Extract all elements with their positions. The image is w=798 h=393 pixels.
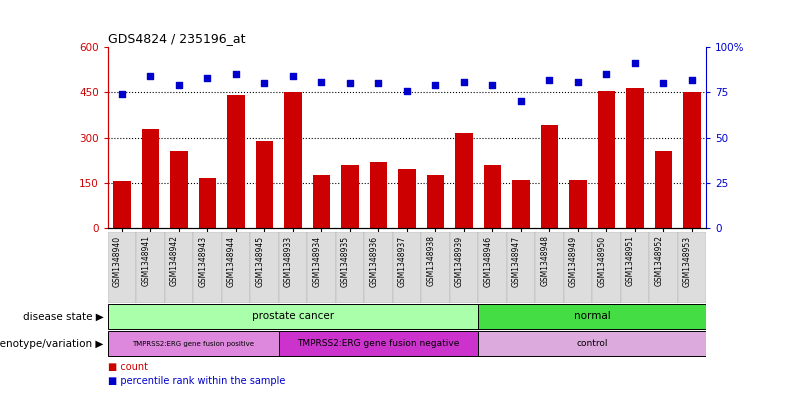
- Bar: [541, 125, 558, 228]
- Point: [457, 78, 470, 84]
- FancyBboxPatch shape: [279, 232, 307, 303]
- FancyBboxPatch shape: [678, 232, 706, 303]
- Bar: [171, 151, 188, 228]
- Text: TMPRSS2:ERG gene fusion negative: TMPRSS2:ERG gene fusion negative: [298, 340, 460, 348]
- FancyBboxPatch shape: [621, 232, 650, 303]
- FancyBboxPatch shape: [421, 232, 450, 303]
- Bar: [370, 162, 387, 228]
- Point: [172, 82, 185, 88]
- FancyBboxPatch shape: [193, 232, 222, 303]
- Point: [657, 80, 670, 86]
- FancyBboxPatch shape: [535, 232, 563, 303]
- FancyBboxPatch shape: [478, 304, 706, 329]
- Point: [486, 82, 499, 88]
- Text: GSM1348944: GSM1348944: [227, 235, 236, 286]
- Bar: [655, 151, 672, 228]
- Point: [372, 80, 385, 86]
- Bar: [484, 165, 501, 228]
- Text: GSM1348950: GSM1348950: [598, 235, 606, 286]
- Point: [144, 73, 157, 79]
- Text: GSM1348938: GSM1348938: [426, 235, 436, 286]
- Text: GSM1348945: GSM1348945: [255, 235, 264, 286]
- Point: [344, 80, 357, 86]
- Text: GSM1348939: GSM1348939: [455, 235, 464, 286]
- Bar: [313, 175, 330, 228]
- Text: GSM1348953: GSM1348953: [683, 235, 692, 286]
- Text: prostate cancer: prostate cancer: [252, 311, 334, 321]
- Text: GSM1348940: GSM1348940: [113, 235, 122, 286]
- Text: GSM1348933: GSM1348933: [284, 235, 293, 286]
- Point: [230, 71, 243, 77]
- FancyBboxPatch shape: [592, 232, 621, 303]
- FancyBboxPatch shape: [251, 232, 279, 303]
- FancyBboxPatch shape: [336, 232, 364, 303]
- FancyBboxPatch shape: [478, 232, 507, 303]
- Text: GSM1348946: GSM1348946: [484, 235, 492, 286]
- Bar: [113, 181, 131, 228]
- Bar: [683, 92, 701, 228]
- Bar: [227, 95, 244, 228]
- Bar: [398, 169, 416, 228]
- Point: [258, 80, 271, 86]
- Bar: [342, 165, 358, 228]
- FancyBboxPatch shape: [136, 232, 164, 303]
- Point: [286, 73, 299, 79]
- FancyBboxPatch shape: [450, 232, 478, 303]
- Bar: [256, 141, 273, 228]
- Bar: [284, 92, 302, 228]
- Text: GSM1348952: GSM1348952: [654, 235, 663, 286]
- FancyBboxPatch shape: [307, 232, 336, 303]
- Text: GSM1348936: GSM1348936: [369, 235, 378, 286]
- Point: [401, 87, 413, 94]
- FancyBboxPatch shape: [108, 304, 478, 329]
- Bar: [512, 180, 530, 228]
- FancyBboxPatch shape: [507, 232, 535, 303]
- Point: [315, 78, 328, 84]
- Bar: [570, 180, 587, 228]
- FancyBboxPatch shape: [364, 232, 393, 303]
- Point: [429, 82, 442, 88]
- Text: genotype/variation ▶: genotype/variation ▶: [0, 339, 104, 349]
- FancyBboxPatch shape: [108, 232, 136, 303]
- FancyBboxPatch shape: [393, 232, 421, 303]
- FancyBboxPatch shape: [478, 331, 706, 356]
- FancyBboxPatch shape: [164, 232, 193, 303]
- Text: GSM1348942: GSM1348942: [170, 235, 179, 286]
- Text: GSM1348947: GSM1348947: [512, 235, 521, 286]
- Point: [201, 75, 214, 81]
- Text: TMPRSS2:ERG gene fusion positive: TMPRSS2:ERG gene fusion positive: [132, 341, 255, 347]
- Text: GSM1348948: GSM1348948: [540, 235, 550, 286]
- Bar: [598, 91, 615, 228]
- Text: GSM1348949: GSM1348949: [569, 235, 578, 286]
- FancyBboxPatch shape: [279, 331, 478, 356]
- Text: GSM1348934: GSM1348934: [313, 235, 322, 286]
- Point: [629, 60, 642, 66]
- Point: [685, 77, 698, 83]
- Bar: [427, 175, 444, 228]
- Point: [571, 78, 584, 84]
- Text: control: control: [576, 340, 608, 348]
- FancyBboxPatch shape: [108, 331, 279, 356]
- Text: GDS4824 / 235196_at: GDS4824 / 235196_at: [108, 31, 245, 44]
- Bar: [456, 133, 472, 228]
- Point: [543, 77, 556, 83]
- Bar: [626, 88, 643, 228]
- Point: [116, 91, 128, 97]
- Bar: [142, 129, 159, 228]
- Bar: [199, 178, 216, 228]
- Text: ■ count: ■ count: [108, 362, 148, 371]
- Text: normal: normal: [574, 311, 610, 321]
- Text: disease state ▶: disease state ▶: [23, 311, 104, 321]
- Text: GSM1348935: GSM1348935: [341, 235, 350, 286]
- FancyBboxPatch shape: [563, 232, 592, 303]
- Text: GSM1348943: GSM1348943: [199, 235, 207, 286]
- Text: GSM1348941: GSM1348941: [141, 235, 151, 286]
- FancyBboxPatch shape: [650, 232, 678, 303]
- Point: [515, 98, 527, 105]
- Point: [600, 71, 613, 77]
- Text: ■ percentile rank within the sample: ■ percentile rank within the sample: [108, 376, 285, 386]
- FancyBboxPatch shape: [222, 232, 251, 303]
- Text: GSM1348937: GSM1348937: [398, 235, 407, 286]
- Text: GSM1348951: GSM1348951: [626, 235, 635, 286]
